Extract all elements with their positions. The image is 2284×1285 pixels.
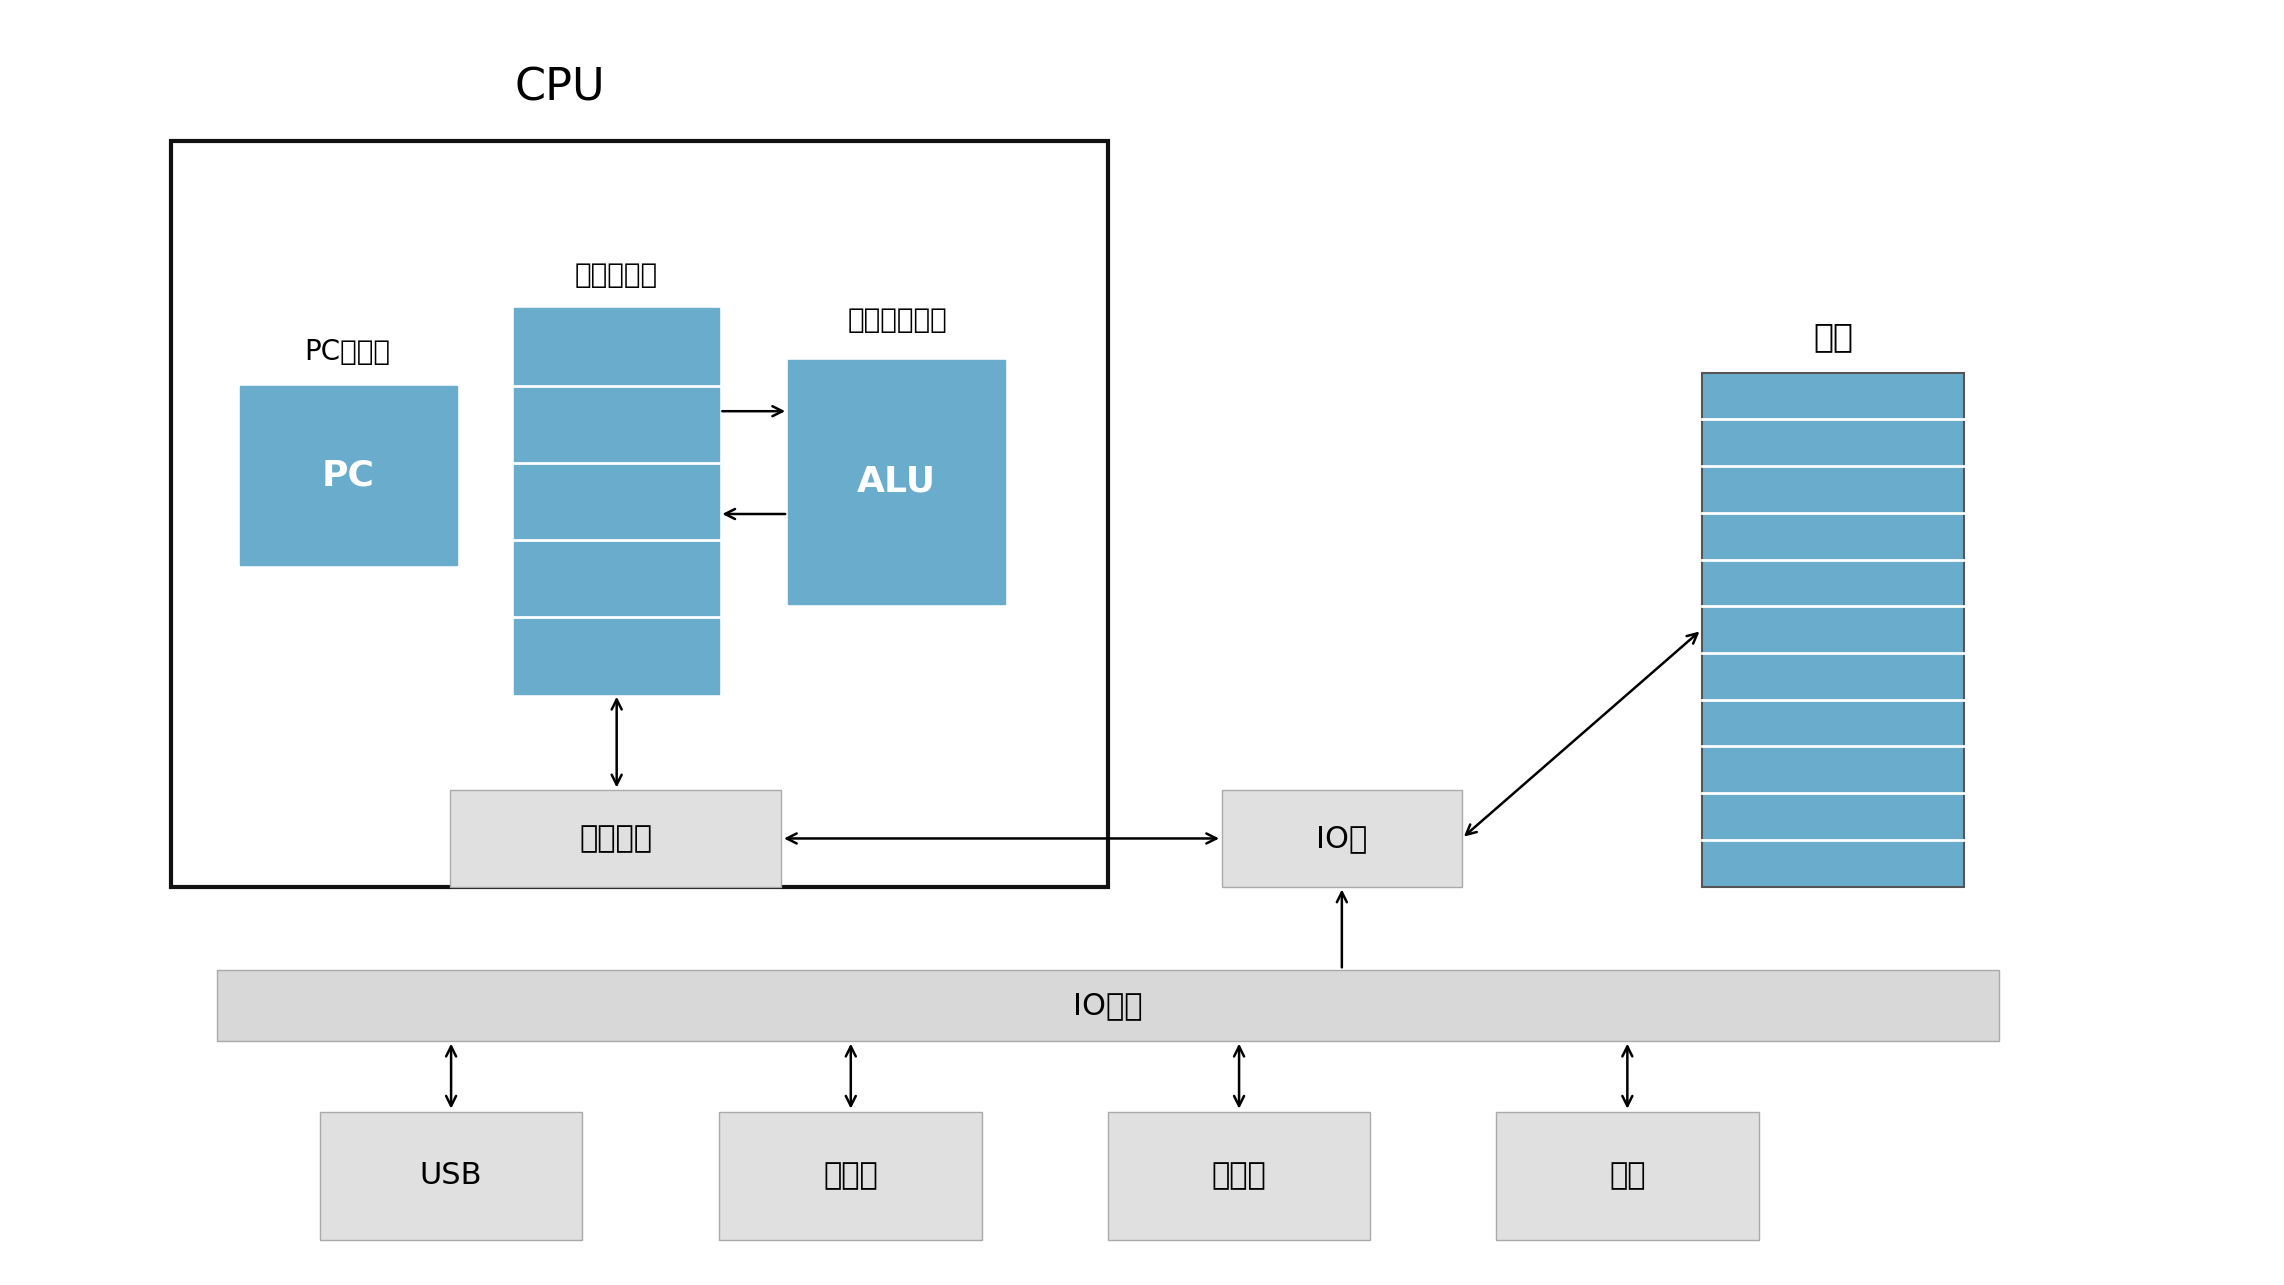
Text: 算术逻辑单元: 算术逻辑单元 (847, 306, 948, 334)
Text: IO桥: IO桥 (1316, 824, 1368, 853)
Bar (1222, 790, 1462, 887)
Text: 总线接口: 总线接口 (580, 824, 651, 853)
Text: IO总线: IO总线 (1073, 992, 1142, 1020)
Bar (788, 360, 1005, 604)
Text: 通用寄存器: 通用寄存器 (576, 261, 658, 289)
Bar (719, 1112, 982, 1240)
Bar (320, 1112, 582, 1240)
Text: 鼠标等: 鼠标等 (1213, 1162, 1265, 1190)
Text: PC寄存器: PC寄存器 (304, 338, 391, 366)
Bar (514, 308, 719, 694)
Bar (1496, 1112, 1759, 1240)
Bar (240, 386, 457, 565)
Text: 内存: 内存 (1813, 320, 1852, 353)
Bar (171, 141, 1108, 887)
Bar (450, 790, 781, 887)
Text: CPU: CPU (514, 67, 605, 109)
Text: 显示器: 显示器 (825, 1162, 877, 1190)
Text: ALU: ALU (856, 465, 936, 499)
Text: 磁盘: 磁盘 (1610, 1162, 1644, 1190)
Bar (217, 970, 1998, 1041)
Bar (1702, 373, 1964, 887)
Text: USB: USB (420, 1162, 482, 1190)
Bar (1108, 1112, 1370, 1240)
Text: PC: PC (322, 459, 375, 492)
